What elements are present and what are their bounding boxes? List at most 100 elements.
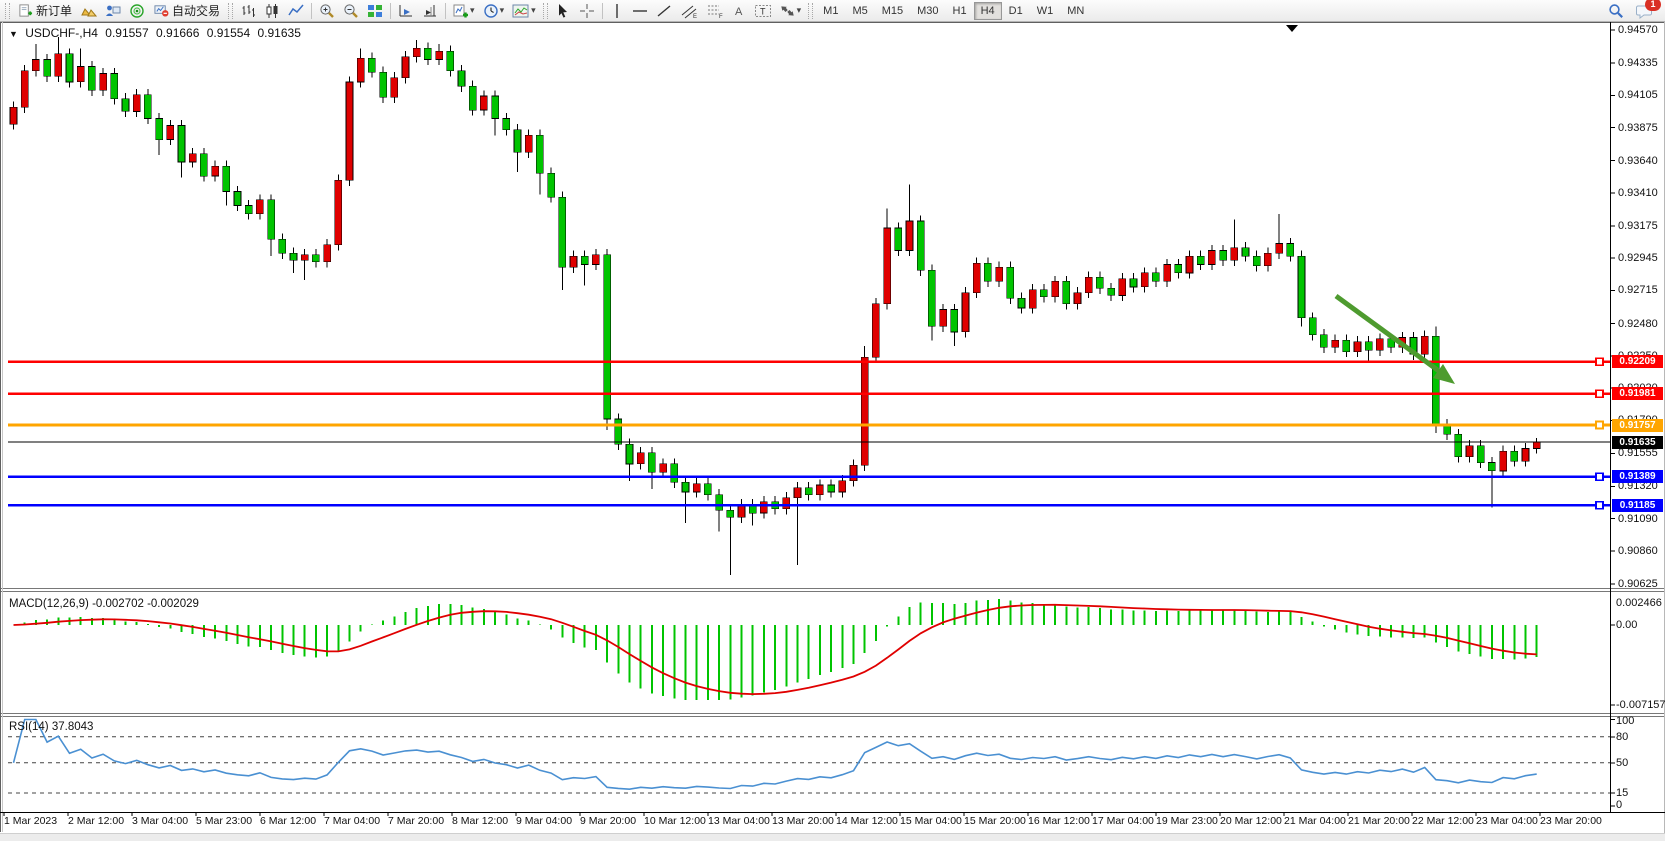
price-axis-tick: 0.92945 xyxy=(1618,252,1658,265)
collapse-icon[interactable]: ▼ xyxy=(9,29,18,39)
new-chart-button[interactable]: ▾ xyxy=(449,1,479,21)
template-icon xyxy=(512,4,529,17)
timeframe-button-H1[interactable]: H1 xyxy=(946,2,974,20)
horizontal-line-tool-button[interactable] xyxy=(628,1,652,21)
price-line-label-0.91185[interactable]: 0.91185 xyxy=(1612,498,1663,512)
time-axis-label: 5 Mar 23:00 xyxy=(196,815,253,827)
macd-indicator-label: MACD(12,26,9) -0.002702 -0.002029 xyxy=(9,598,199,610)
new-order-button[interactable]: 新订单 xyxy=(13,1,77,21)
time-axis-label: 9 Mar 20:00 xyxy=(580,815,637,827)
macd-axis-label: -0.007157 xyxy=(1616,699,1665,711)
zoom-out-button[interactable] xyxy=(339,1,363,21)
time-axis-label: 22 Mar 12:00 xyxy=(1412,815,1474,827)
pane-splitter[interactable] xyxy=(0,588,1665,592)
notifications-button[interactable]: 1 xyxy=(1636,0,1661,19)
price-axis-ticks xyxy=(3,29,1615,816)
timeframe-button-M1[interactable]: M1 xyxy=(816,2,845,20)
price-line-label-0.92209[interactable]: 0.92209 xyxy=(1612,355,1663,369)
svg-text:E: E xyxy=(693,14,697,19)
price-line-label-0.91757[interactable]: 0.91757 xyxy=(1612,418,1663,432)
time-axis-label: 21 Mar 20:00 xyxy=(1348,815,1410,827)
equidistant-channel-tool-button[interactable]: E xyxy=(676,1,702,21)
time-axis-label: 10 Mar 12:00 xyxy=(644,815,706,827)
text-label-tool-button[interactable]: T xyxy=(750,1,776,21)
dropdown-arrow-icon: ▾ xyxy=(796,5,802,15)
template-button[interactable]: ▾ xyxy=(508,1,540,21)
auto-trading-label: 自动交易 xyxy=(172,4,221,18)
chart-frame xyxy=(0,22,1665,841)
line-chart-icon xyxy=(288,4,304,15)
cursor-button[interactable] xyxy=(551,1,575,21)
time-axis-label: 14 Mar 12:00 xyxy=(836,815,898,827)
timeframe-button-H4[interactable]: H4 xyxy=(973,2,1002,20)
time-axis-label: 15 Mar 04:00 xyxy=(900,815,962,827)
dropdown-arrow-icon: ▾ xyxy=(499,5,505,15)
chart-shift-button[interactable] xyxy=(418,1,442,21)
chart-shift-icon xyxy=(424,4,437,16)
timeframe-button-M5[interactable]: M5 xyxy=(845,2,874,20)
timeframe-button-D1[interactable]: D1 xyxy=(1002,2,1030,20)
dropdown-arrow-icon: ▾ xyxy=(531,5,536,15)
price-axis-tick: 0.92715 xyxy=(1618,284,1658,297)
time-axis-label: 2 Mar 12:00 xyxy=(68,815,125,827)
zoom-in-button[interactable] xyxy=(315,1,339,21)
expert-advisor-icon xyxy=(106,5,121,16)
toolbar-grip[interactable] xyxy=(5,2,10,19)
signal-radar-icon xyxy=(130,3,144,18)
auto-scroll-button[interactable] xyxy=(394,1,418,21)
down-arrow-annotation[interactable] xyxy=(1334,293,1455,384)
auto-scroll-icon xyxy=(399,4,413,16)
svg-text:T: T xyxy=(760,6,766,16)
timeframe-button-M15[interactable]: M15 xyxy=(875,2,910,20)
ohlc-close: 0.91635 xyxy=(257,26,301,40)
gold-symbols-button[interactable] xyxy=(77,1,101,21)
price-line-label-0.91981[interactable]: 0.91981 xyxy=(1612,387,1663,401)
toolbar-grip[interactable] xyxy=(228,2,234,19)
time-axis-label: 3 Mar 04:00 xyxy=(132,815,189,827)
window-bottom-strip xyxy=(0,833,1665,841)
macd-signal-line xyxy=(13,603,1537,696)
toolbar-grip[interactable] xyxy=(808,2,814,19)
timeframe-button-W1[interactable]: W1 xyxy=(1030,2,1061,20)
line-chart-mode-button[interactable] xyxy=(284,1,308,21)
rsi-axis-label: 15 xyxy=(1616,787,1629,800)
price-axis-tick: 0.94105 xyxy=(1618,89,1658,102)
macd-values: -0.002702 -0.002029 xyxy=(92,598,199,610)
price-axis-tick: 0.93875 xyxy=(1618,121,1658,134)
price-axis-tick: 0.90860 xyxy=(1618,544,1658,557)
expert-advisor-button[interactable] xyxy=(101,1,125,21)
chart-canvas[interactable] xyxy=(0,22,1665,841)
timeframe-button-M30[interactable]: M30 xyxy=(910,2,945,20)
new-order-label: 新订单 xyxy=(36,4,73,18)
price-axis-tick: 0.91555 xyxy=(1618,447,1658,460)
signals-button[interactable] xyxy=(125,1,149,21)
fibonacci-icon: F xyxy=(707,5,723,19)
horizontal-level-lines[interactable] xyxy=(8,357,1610,510)
candlestick-series xyxy=(9,37,1541,575)
candlestick-mode-button[interactable] xyxy=(260,1,284,21)
time-axis-label: 1 Mar 2023 xyxy=(4,815,58,827)
toolbar-grip[interactable] xyxy=(542,2,548,19)
new-order-icon xyxy=(19,4,33,17)
price-line-label-0.91389[interactable]: 0.91389 xyxy=(1612,470,1663,484)
toolbar-separator xyxy=(311,2,313,19)
tile-windows-button[interactable] xyxy=(363,1,387,21)
bar-chart-mode-button[interactable] xyxy=(236,1,260,21)
vertical-line-tool-button[interactable] xyxy=(606,1,628,21)
rsi-value: 37.8043 xyxy=(51,721,94,733)
timeframe-button-MN[interactable]: MN xyxy=(1060,2,1091,20)
text-tool-button[interactable]: A xyxy=(728,1,750,21)
chart-shift-marker[interactable] xyxy=(1286,25,1298,32)
periodicity-button[interactable]: ▾ xyxy=(479,1,509,21)
new-chart-icon xyxy=(453,4,469,17)
text-a-icon: A xyxy=(735,6,743,18)
pane-splitter[interactable] xyxy=(0,713,1665,717)
arrows-tool-button[interactable]: ▾ xyxy=(776,1,806,21)
fibonacci-tool-button[interactable]: F xyxy=(702,1,728,21)
search-button[interactable] xyxy=(1604,1,1628,21)
crosshair-button[interactable] xyxy=(575,1,599,21)
chart-window[interactable]: ▼ USDCHF-,H4 0.91557 0.91666 0.91554 0.9… xyxy=(0,22,1665,841)
auto-trading-button[interactable]: 自动交易 xyxy=(149,1,225,21)
trendline-tool-button[interactable] xyxy=(652,1,676,21)
